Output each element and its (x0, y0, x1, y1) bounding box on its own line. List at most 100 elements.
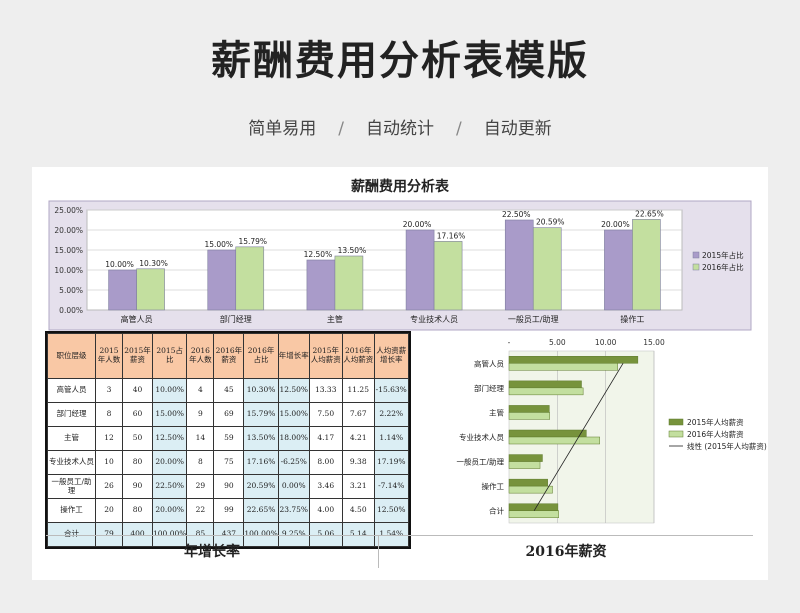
table-cell: 20 (95, 498, 123, 523)
y-tick-label: 5.00% (59, 286, 83, 295)
table-cell: 10.00% (151, 378, 188, 403)
table-cell: 13.50% (243, 426, 279, 451)
table-cell: 4.17 (308, 426, 343, 451)
data-label: 20.59% (536, 218, 565, 227)
table-cell: 29 (186, 474, 215, 499)
table-row: 部门经理 8 60 15.00% 9 69 15.79% 15.00% 7.50 7.67 2.22… (47, 402, 409, 427)
data-label: 10.00% (105, 260, 134, 269)
footer-left: 年增长率 (46, 535, 378, 568)
data-label: 17.16% (437, 231, 466, 240)
table-cell: 18.00% (277, 426, 310, 451)
table-cell: 主管 (47, 426, 96, 451)
bar (508, 510, 559, 518)
table-cell: 80 (122, 498, 153, 523)
table-row: 主管 12 50 12.50% 14 59 13.50% 18.00% 4.17 4.21 1.14… (47, 426, 409, 451)
legend-label: 线性 (2015年人均薪资) (687, 441, 767, 451)
salary-table: 职位层级 2015年人数 2015年薪资 2015占比 2016年人数 2016年薪资 20… (45, 331, 411, 549)
column-header: 年增长率 (277, 333, 310, 379)
y-tick-label: 一般员工/助理 (456, 457, 504, 467)
bar (508, 405, 550, 413)
table-cell: 12.50% (277, 378, 310, 403)
page-subtitle: 简单易用 / 自动统计 / 自动更新 (248, 119, 552, 139)
subtitle-item: 自动更新 (483, 119, 552, 139)
y-tick-label: 部门经理 (474, 383, 504, 393)
column-header: 2015占比 (151, 333, 188, 379)
table-cell: 12.50% (373, 498, 409, 523)
table-cell: 4.21 (341, 426, 375, 451)
y-tick-label: 操作工 (482, 481, 505, 491)
table-cell: 80 (122, 450, 153, 475)
data-label: 10.30% (139, 259, 168, 268)
table-cell: 22 (186, 498, 215, 523)
table-cell: 4 (186, 378, 215, 403)
table-cell: 26 (95, 474, 123, 499)
data-label: 20.00% (601, 220, 630, 229)
bar (632, 219, 661, 311)
bar (508, 363, 618, 371)
table-cell: 85 (186, 522, 215, 547)
y-tick-label: 主管 (489, 407, 504, 417)
table-cell: 5.06 (308, 522, 343, 547)
bar (136, 268, 165, 311)
bar (405, 229, 435, 311)
table-cell: 99 (213, 498, 245, 523)
x-tick-label: 高管人员 (121, 314, 153, 324)
x-tick-label: 一般员工/助理 (508, 314, 559, 324)
legend-label: 2016年人均薪资 (687, 429, 744, 439)
table-cell: 100.00% (151, 522, 188, 547)
x-tick-label: 主管 (327, 314, 343, 324)
table-row: 高管人员 3 40 10.00% 4 45 10.30% 12.50% 13.33 11.25 -1… (47, 378, 409, 403)
column-header: 人均资薪增长率 (373, 333, 409, 379)
column-header: 2016年占比 (243, 333, 279, 379)
sheet-title: 薪酬费用分析表 (351, 179, 449, 195)
y-tick-label: 合计 (489, 506, 504, 516)
x-tick-label: 操作工 (620, 314, 644, 324)
table-cell: 0.00% (277, 474, 310, 499)
table-cell: 8.00 (308, 450, 343, 475)
bar (508, 356, 639, 364)
legend-label: 2015年占比 (702, 250, 744, 260)
table-cell: 1.14% (373, 426, 409, 451)
table-cell: 20.59% (243, 474, 279, 499)
x-tick-label: 5.00 (549, 338, 566, 347)
table-cell: 14 (186, 426, 215, 451)
table-cell: 7.67 (341, 402, 375, 427)
footer-right: 2016年薪资 (379, 535, 753, 568)
table-cell: 10.30% (243, 378, 279, 403)
table-cell: 69 (213, 402, 245, 427)
legend-label: 2015年人均薪资 (687, 417, 744, 427)
table-cell: 5.14 (341, 522, 375, 547)
table-cell: 90 (213, 474, 245, 499)
table-cell: 部门经理 (47, 402, 96, 427)
table-cell: 40 (122, 378, 153, 403)
data-label: 20.00% (403, 220, 432, 229)
table-cell: 3 (95, 378, 123, 403)
table-cell: 7.50 (308, 402, 343, 427)
table-cell: 专业技术人员 (47, 450, 96, 475)
table-cell: 400 (122, 522, 153, 547)
x-tick-label: 专业技术人员 (410, 314, 458, 324)
bar (504, 219, 534, 311)
legend-swatch (692, 251, 700, 259)
table-cell: 4.50 (341, 498, 375, 523)
data-label: 22.50% (502, 210, 531, 219)
bar (508, 380, 582, 389)
table-cell: 合计 (47, 522, 96, 547)
table-row: 一般员工/助理 26 90 22.50% 29 90 20.59% 0.00% 3.46 3.21… (47, 474, 409, 499)
x-tick-label: - (508, 338, 511, 347)
bar (508, 429, 587, 438)
page-title: 薪酬费用分析表模版 (211, 38, 589, 84)
data-label: 15.00% (204, 240, 233, 249)
percentage-bar-chart: 0.00% 5.00% 10.00% 15.00% 20.00% 25.00% 10.00%… (48, 200, 752, 331)
legend-swatch (692, 263, 700, 271)
bar (508, 478, 548, 487)
table-header-row: 职位层级 2015年人数 2015年薪资 2015占比 2016年人数 2016年薪资 20… (47, 333, 409, 379)
table-cell: 20.00% (151, 498, 188, 523)
table-cell: 17.19% (373, 450, 409, 475)
table-cell: 90 (122, 474, 153, 499)
y-tick-label: 25.00% (54, 206, 83, 215)
column-header: 2016年人均薪资 (341, 333, 375, 379)
data-label: 22.65% (635, 209, 664, 218)
bar (207, 249, 237, 311)
table-cell: 1.54% (373, 522, 409, 547)
